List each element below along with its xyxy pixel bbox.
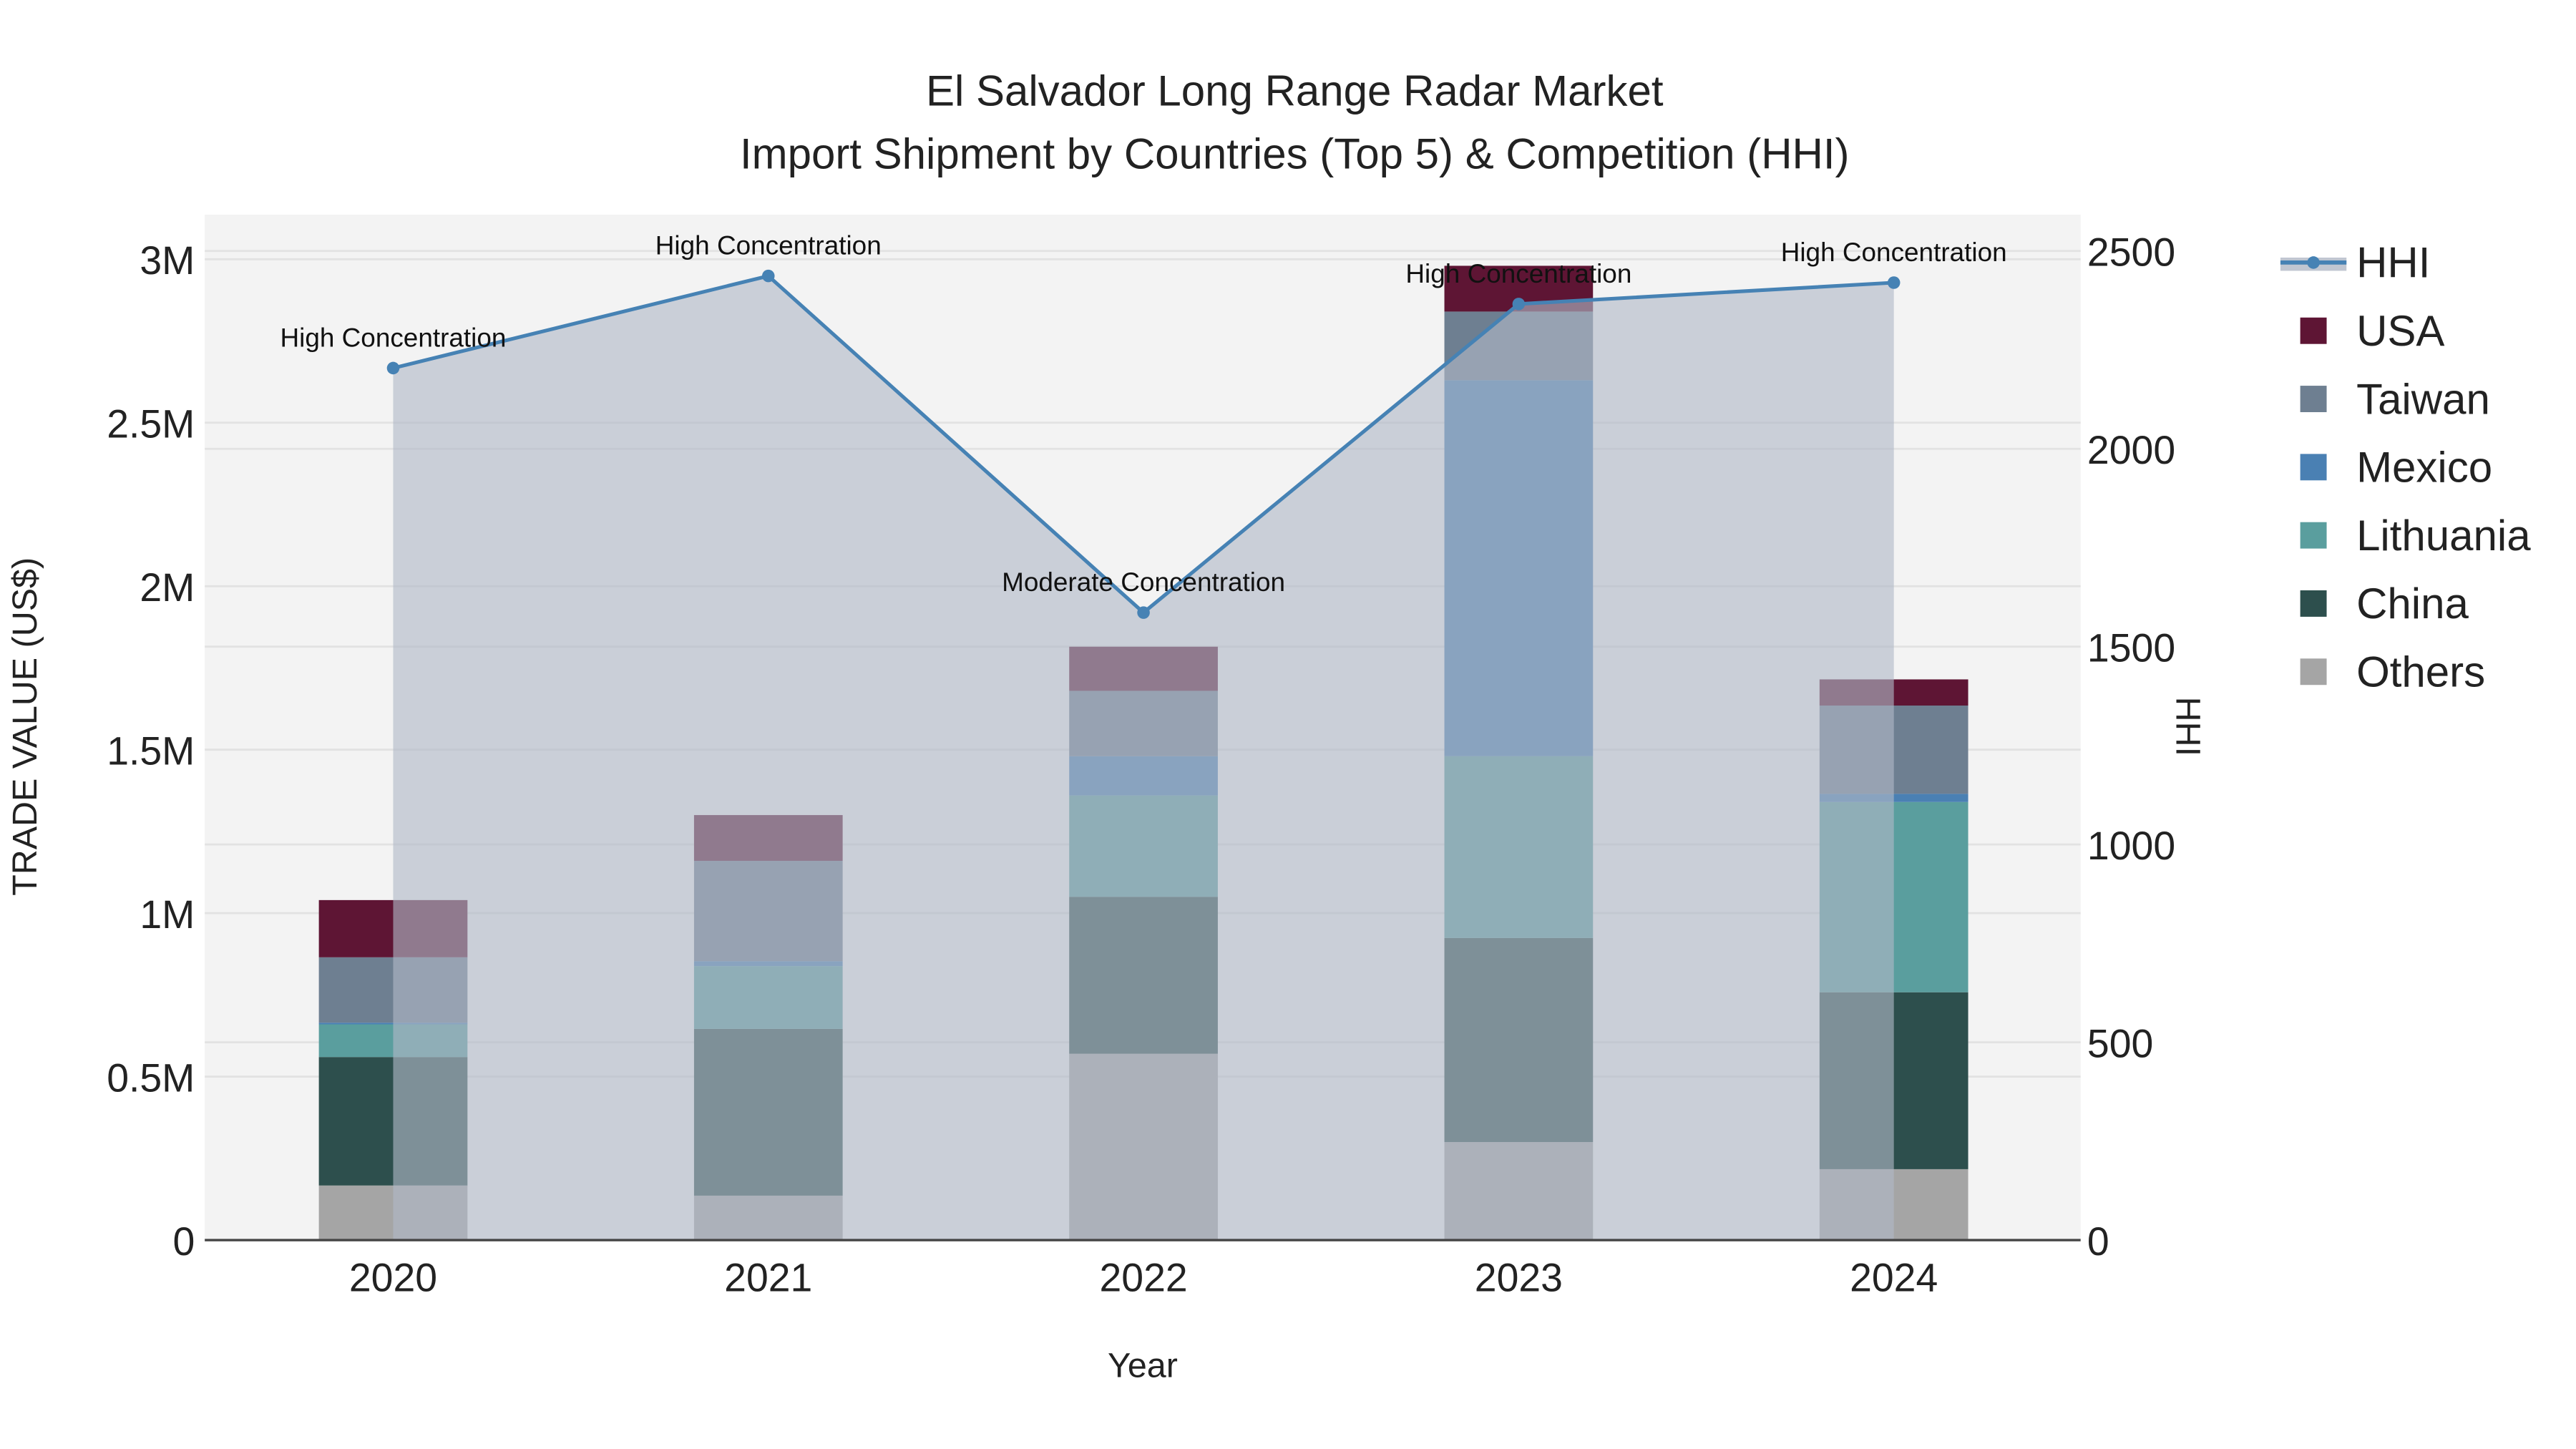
legend-label-taiwan: Taiwan — [2356, 375, 2490, 423]
hhi-point-2020 — [386, 361, 400, 375]
y-tick-label: 0.5M — [107, 1055, 195, 1100]
y-tick-label: 3M — [140, 238, 195, 283]
y-tick-label: 1.5M — [107, 728, 195, 773]
y2-tick-label: 500 — [2087, 1021, 2153, 1065]
hhi-series: High Concentration High Concentration Mode… — [280, 231, 2007, 1241]
y2-tick-label: 2500 — [2087, 230, 2175, 275]
legend-swatch-others — [2300, 658, 2327, 686]
hhi-annotation: High Concentration — [1405, 259, 1631, 288]
y-axis-label: TRADE VALUE (US$) — [6, 557, 44, 896]
y-tick-label: 2M — [140, 565, 195, 610]
legend-swatch-usa — [2300, 317, 2327, 344]
legend-label-china: China — [2356, 580, 2469, 628]
chart-subtitle: Import Shipment by Countries (Top 5) & C… — [740, 130, 1850, 177]
chart-title: El Salvador Long Range Radar Market — [926, 67, 1664, 115]
hhi-annotation: Moderate Concentration — [1002, 567, 1285, 597]
legend-hhi-marker — [2307, 256, 2320, 269]
x-tick-label: 2020 — [349, 1256, 437, 1300]
hhi-annotation: High Concentration — [1781, 238, 2007, 267]
legend-swatch-china — [2300, 590, 2327, 617]
legend: HHI USA Taiwan Mexico Lithuania China Others — [2280, 239, 2531, 696]
legend-label-usa: USA — [2356, 307, 2444, 355]
x-axis-ticks: 2020 2021 2022 2023 2024 — [349, 1256, 1938, 1300]
bar-mexico-2020 — [318, 1023, 468, 1025]
hhi-point-2023 — [1512, 298, 1526, 311]
y-axis-ticks: 0 0.5M 1M 1.5M 2M 2.5M 3M — [107, 238, 195, 1264]
y2-tick-label: 2000 — [2087, 428, 2175, 472]
legend-swatch-lithuania — [2300, 522, 2327, 549]
y-tick-label: 0 — [172, 1219, 195, 1264]
x-tick-label: 2023 — [1475, 1256, 1563, 1300]
legend-swatch-mexico — [2300, 454, 2327, 481]
y2-tick-label: 0 — [2087, 1219, 2109, 1264]
legend-label-others: Others — [2356, 648, 2485, 696]
y2-axis-label: HHI — [2169, 697, 2207, 756]
x-tick-label: 2021 — [724, 1256, 812, 1300]
x-tick-label: 2024 — [1850, 1256, 1938, 1300]
hhi-point-2021 — [762, 269, 775, 283]
x-tick-label: 2022 — [1099, 1256, 1187, 1300]
hhi-annotation: High Concentration — [655, 231, 882, 260]
hhi-point-2022 — [1137, 606, 1150, 619]
x-axis-label: Year — [1108, 1347, 1178, 1385]
legend-label-hhi: HHI — [2356, 239, 2430, 287]
legend-label-lithuania: Lithuania — [2356, 512, 2531, 560]
legend-label-mexico: Mexico — [2356, 444, 2492, 492]
hhi-area — [393, 275, 1894, 1241]
y2-axis-ticks: 0 500 1000 1500 2000 2500 — [2087, 230, 2175, 1264]
y-tick-label: 1M — [140, 892, 195, 937]
hhi-point-2024 — [1887, 276, 1901, 289]
y2-tick-label: 1500 — [2087, 625, 2175, 670]
legend-swatch-taiwan — [2300, 386, 2327, 412]
y2-tick-label: 1000 — [2087, 824, 2175, 868]
y-tick-label: 2.5M — [107, 402, 195, 447]
hhi-annotation: High Concentration — [280, 323, 506, 352]
